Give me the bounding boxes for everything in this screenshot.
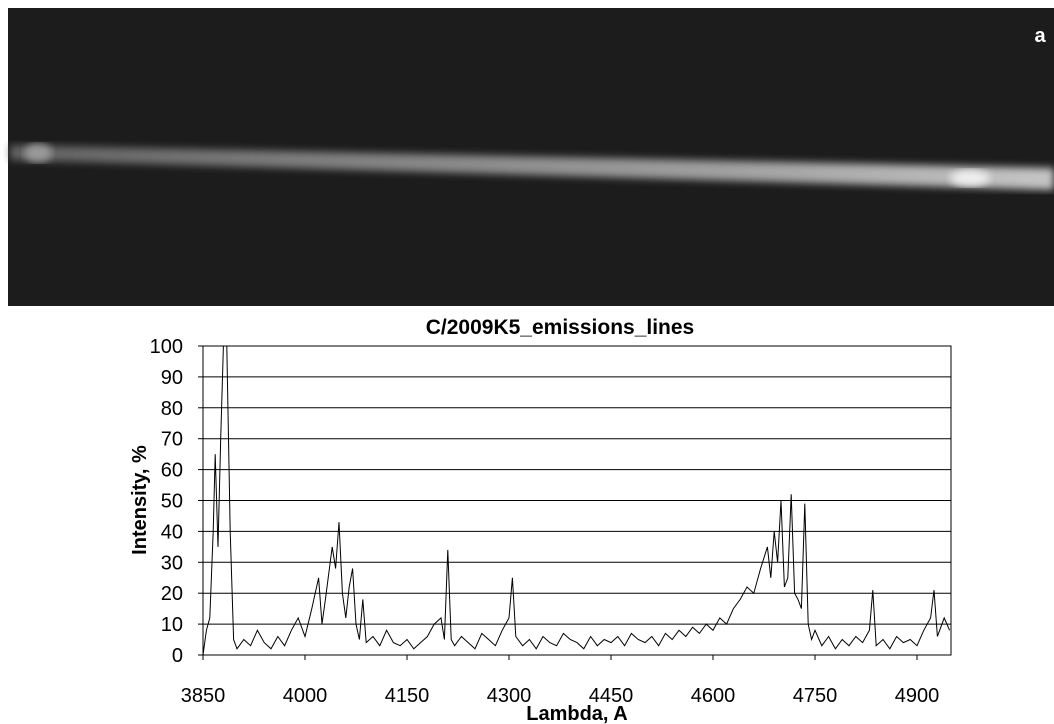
y-tick-label: 20 [161,583,183,605]
chart: C/2009K5_emissions_lines Lambda, A Inten… [129,316,952,724]
y-tick-label: 100 [150,336,183,358]
image-label: a [1034,25,1046,47]
y-tick-label: 0 [172,645,183,667]
y-axis-label: Intensity, % [129,445,151,555]
spectrum-image: a [8,8,1054,306]
chart-title: C/2009K5_emissions_lines [426,316,695,339]
line-series [203,345,951,656]
y-tick-label: 30 [161,552,183,574]
plot-border [202,345,952,656]
x-tick-label: 4150 [385,685,430,707]
x-tick-label: 4600 [691,685,736,707]
x-tick-label: 4900 [895,685,940,707]
x-tick-label: 4000 [283,685,328,707]
y-tick-label: 10 [161,614,183,636]
x-axis-label: Lambda, A [526,703,628,724]
y-tick-label: 50 [161,491,183,513]
x-tick-label: 4750 [793,685,838,707]
y-tick-label: 80 [161,398,183,420]
x-tick-label: 3850 [181,685,226,707]
x-tick-label: 4450 [589,685,634,707]
y-tick-label: 90 [161,367,183,389]
y-tick-label: 60 [161,460,183,482]
y-tick-label: 70 [161,429,183,451]
y-tick-label: 40 [161,521,183,543]
x-tick-label: 4300 [487,685,532,707]
